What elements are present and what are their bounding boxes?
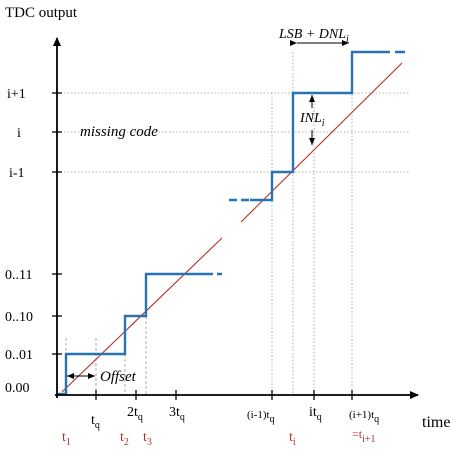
- axes: [55, 38, 418, 398]
- x-tick-labels: tq 2tq 3tq (i-1)tq itq (i+1)tq: [91, 405, 379, 431]
- t3-label: t3: [143, 430, 152, 448]
- y-tick-c01: 0..01: [5, 348, 33, 363]
- t1-label: t1: [62, 430, 71, 448]
- y-tick-i: i: [17, 126, 21, 141]
- missing-code-label: missing code: [80, 124, 158, 140]
- y-tick-labels: i+1 i i-1 0..11 0..10 0..01 0.00: [5, 87, 33, 396]
- staircase-upper: [250, 52, 380, 200]
- lsb-dnl-label: LSB + DNLi: [278, 27, 349, 45]
- ideal-line: [62, 63, 402, 392]
- ti-label: ti: [289, 430, 296, 448]
- x-axis-title: time: [422, 414, 450, 431]
- offset-label: Offset: [100, 369, 137, 385]
- y-tick-ip1: i+1: [7, 87, 26, 102]
- y-tick-c00: 0.00: [5, 381, 30, 396]
- inl-label: INLi: [299, 111, 325, 129]
- tdc-staircase: [57, 52, 410, 394]
- x-tick-itq: itq: [309, 405, 322, 423]
- x-tick-ip1tq: (i+1)tq: [349, 409, 379, 425]
- t2-label: t2: [120, 430, 129, 448]
- y-tick-c10: 0..10: [5, 310, 33, 325]
- x-tick-im1tq: (i-1)tq: [247, 409, 275, 425]
- ideal-line-upper: [241, 63, 402, 222]
- y-tick-im1: i-1: [9, 166, 25, 181]
- y-axis-title: TDC output: [5, 5, 78, 21]
- x-tick-2tq: 2tq: [127, 405, 143, 423]
- transition-time-labels: t1 t2 t3 ti =ti+1: [62, 427, 376, 448]
- tip1-label: =ti+1: [352, 427, 376, 445]
- y-tick-c11: 0..11: [5, 268, 32, 283]
- x-tick-3tq: 3tq: [169, 405, 185, 423]
- x-tick-tq: tq: [91, 413, 100, 431]
